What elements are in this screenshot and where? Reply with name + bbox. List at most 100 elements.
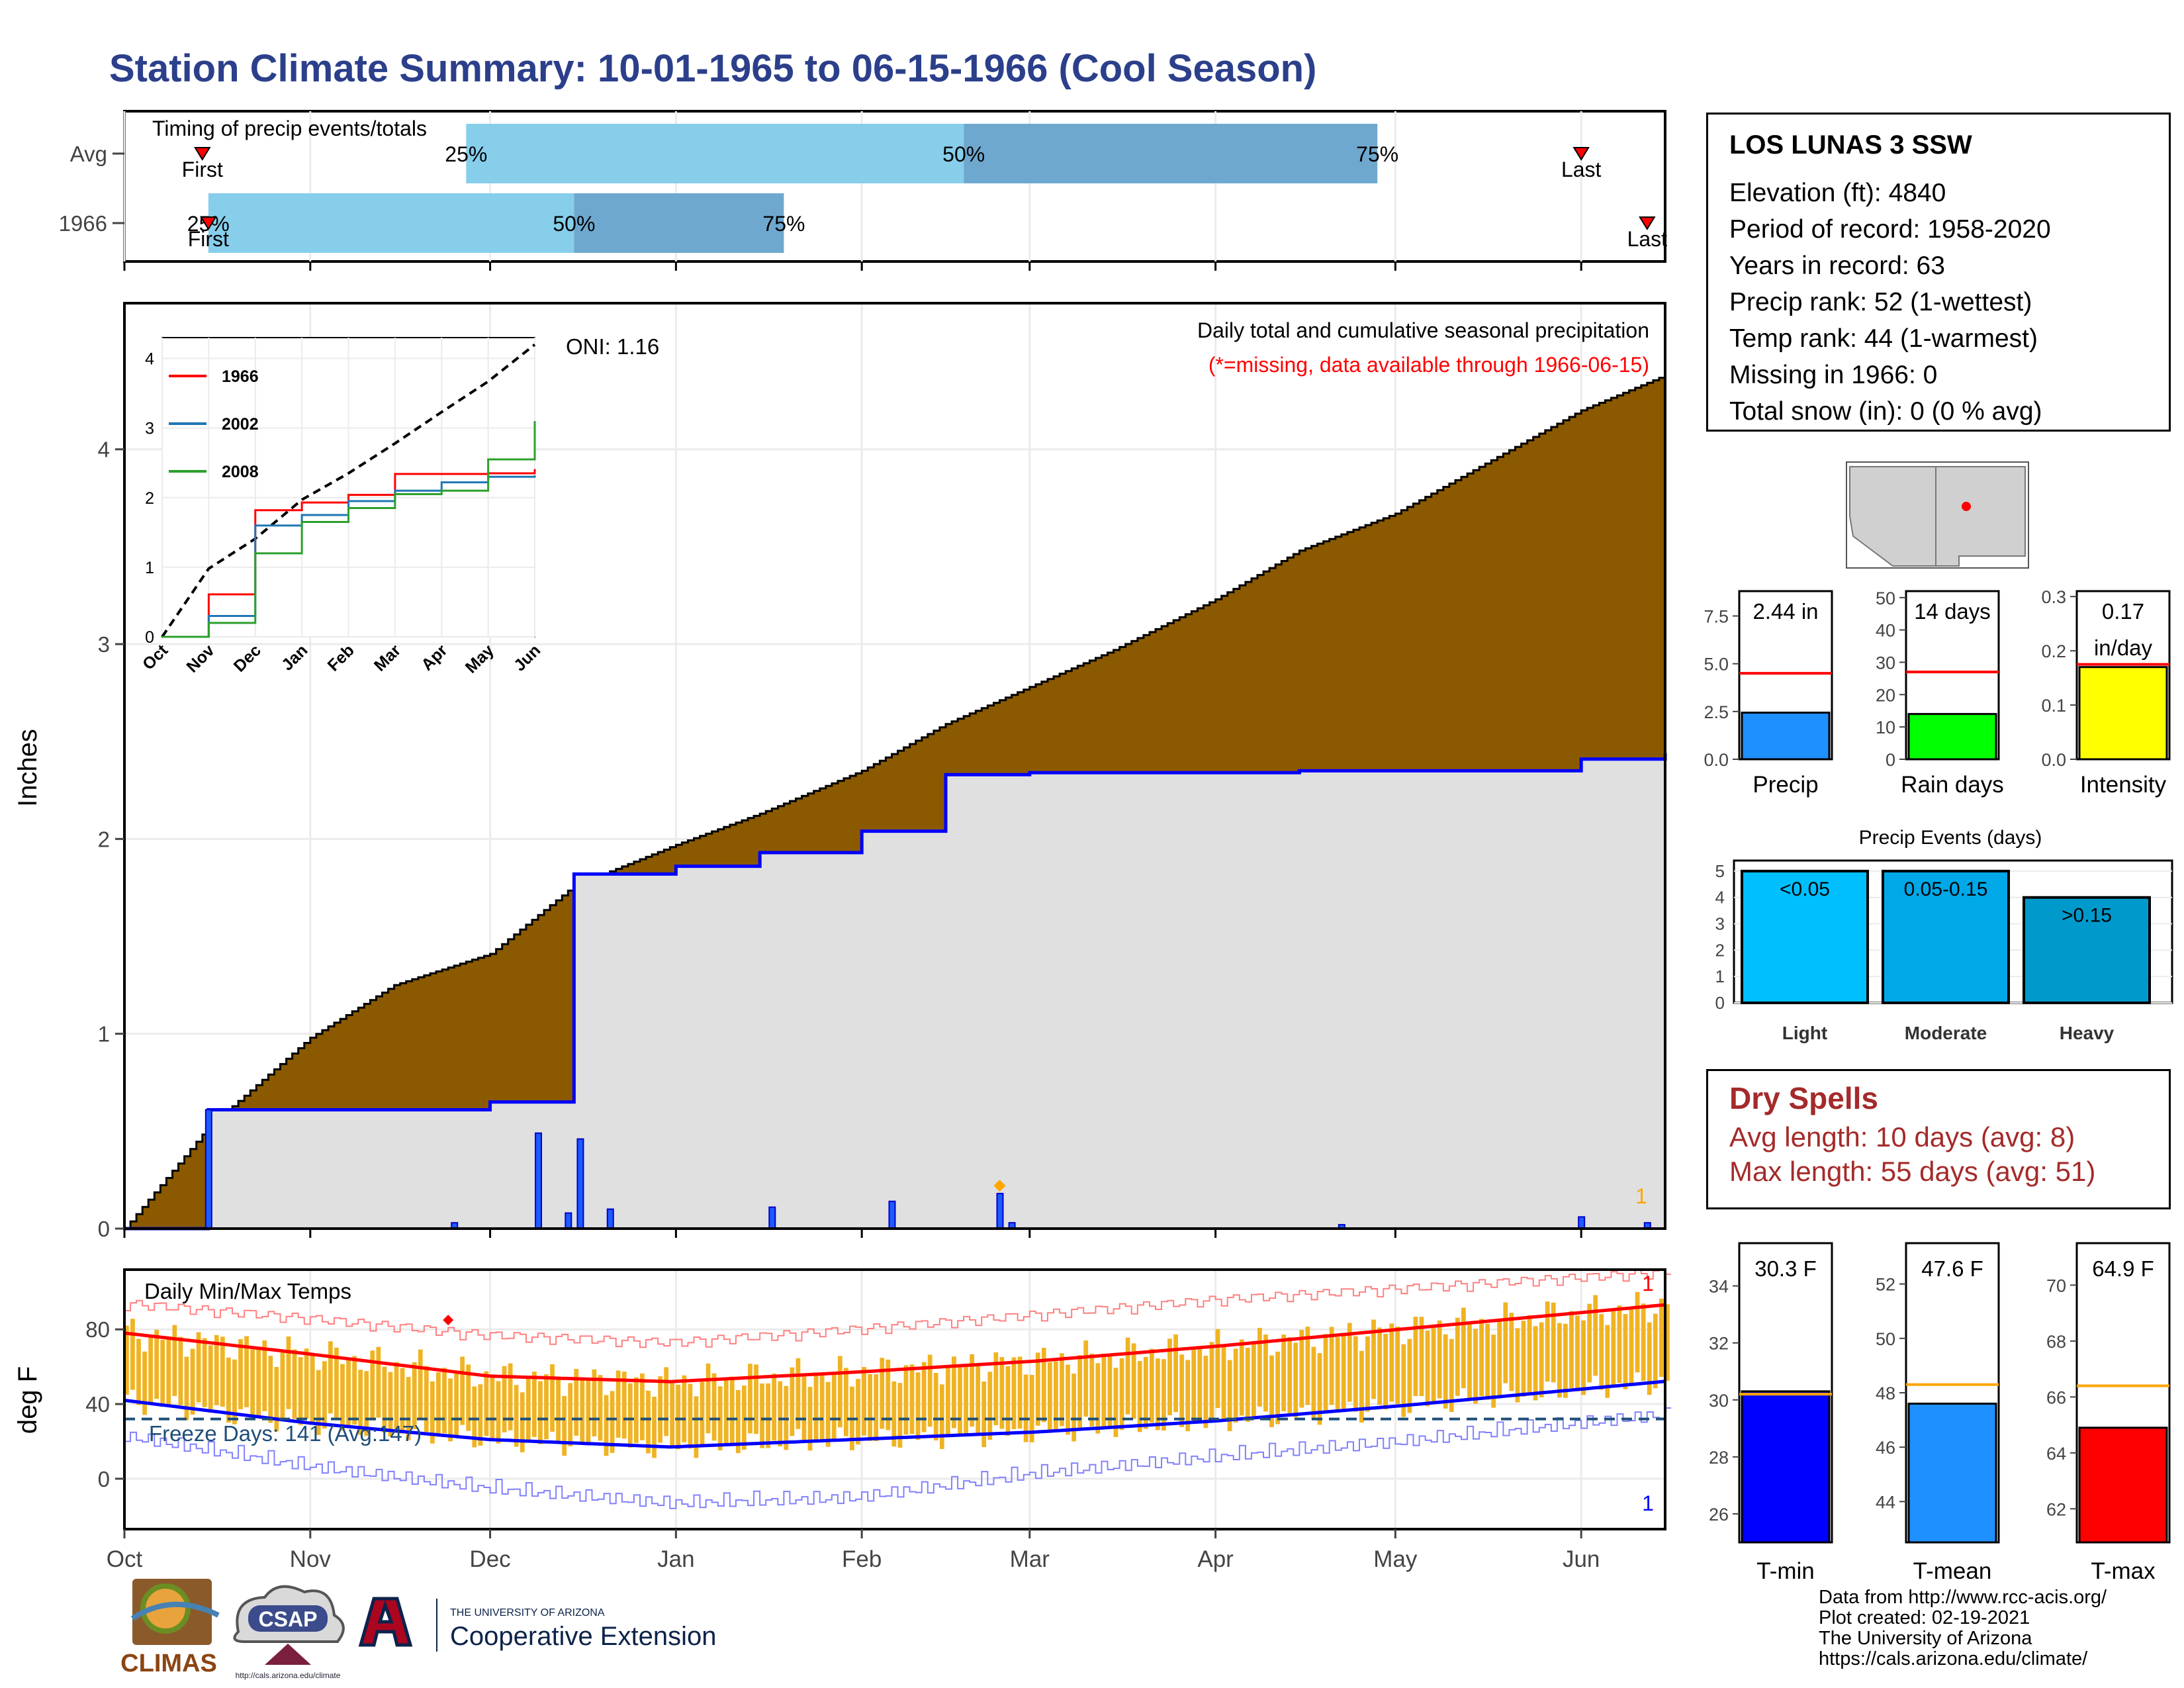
- daily-temp-bar: [1066, 1364, 1070, 1435]
- daily-temp-bar: [130, 1319, 135, 1390]
- daily-temp-bar: [891, 1381, 897, 1447]
- daily-temp-bar: [436, 1372, 441, 1437]
- daily-temp-bar: [1131, 1343, 1136, 1419]
- daily-temp-bar: [670, 1382, 675, 1447]
- month-label: Oct: [107, 1546, 143, 1572]
- temp-count-bottom: 1: [1642, 1491, 1654, 1515]
- daily-temp-bar: [1005, 1366, 1011, 1436]
- events-ytick-label: 3: [1715, 914, 1725, 934]
- mini-bar-Rain days: [1907, 713, 1997, 761]
- inset-legend-label: 2002: [222, 415, 259, 434]
- daily-precip-bar: [768, 1206, 776, 1229]
- daily-temp-bar: [1407, 1338, 1412, 1413]
- daily-temp-bar: [550, 1364, 555, 1432]
- daily-temp-bar: [766, 1383, 771, 1448]
- timing-label: Timing of precip events/totals: [152, 117, 427, 140]
- daily-temp-bar: [586, 1380, 591, 1445]
- daily-temp-bar: [862, 1367, 866, 1436]
- timing-row-label: 1966: [59, 211, 107, 236]
- precip-ytick-label: 1: [98, 1022, 110, 1047]
- events-category-label: Heavy: [2060, 1023, 2115, 1043]
- daily-temp-bar: [472, 1386, 477, 1448]
- daily-temp-bar: [1179, 1354, 1185, 1427]
- last-event-label: Last: [1627, 227, 1668, 251]
- daily-temp-bar: [1599, 1314, 1604, 1390]
- daily-precip-bar: [996, 1193, 1004, 1230]
- timing-bar-25-50: [208, 193, 574, 253]
- daily-temp-bar: [256, 1346, 261, 1416]
- daily-temp-bar: [1551, 1302, 1556, 1383]
- daily-temp-bar: [544, 1374, 549, 1440]
- temp-bar-ytick-label: 66: [2046, 1387, 2066, 1407]
- daily-temp-bar: [238, 1339, 243, 1409]
- events-category-label: Moderate: [1905, 1023, 1987, 1043]
- events-ytick-label: 5: [1715, 861, 1725, 881]
- daily-temp-bar: [921, 1362, 927, 1432]
- daily-temp-bar: [1161, 1359, 1166, 1431]
- daily-temp-bar: [1383, 1333, 1388, 1410]
- mini-bar-ytick-label: 7.5: [1704, 607, 1729, 627]
- daily-temp-bar: [466, 1364, 471, 1431]
- daily-temp-bar: [748, 1364, 752, 1434]
- mini-bar-ytick-label: 30: [1876, 653, 1895, 673]
- daily-temp-bar: [939, 1384, 944, 1449]
- daily-temp-bar: [424, 1366, 429, 1432]
- month-label: Jan: [657, 1546, 694, 1572]
- daily-temp-bar: [970, 1354, 974, 1427]
- daily-temp-bar: [1515, 1328, 1520, 1403]
- events-bar-text: >0.15: [2062, 905, 2112, 927]
- inset-ytick-label: 4: [145, 350, 154, 369]
- daily-temp-bar: [844, 1368, 848, 1436]
- station-info-box: LOS LUNAS 3 SSW Elevation (ft): 4840 Per…: [1706, 113, 2171, 432]
- oni-label: ONI: 1.16: [566, 334, 659, 359]
- ua-big-text: Cooperative Extension: [450, 1622, 716, 1651]
- daily-temp-bar: [801, 1376, 807, 1443]
- daily-temp-bar: [615, 1370, 621, 1438]
- daily-temp-bar: [676, 1384, 681, 1450]
- daily-temp-bar: [1083, 1340, 1089, 1417]
- climas-logo: CLIMAS: [120, 1579, 220, 1677]
- daily-temp-bar: [184, 1356, 189, 1421]
- precip-ylabel: Inches: [13, 729, 42, 807]
- daily-temp-bar: [376, 1346, 381, 1418]
- daily-temp-bar: [1575, 1315, 1580, 1391]
- daily-temp-bar: [538, 1381, 543, 1444]
- temp-bar-ytick-label: 68: [2046, 1332, 2066, 1352]
- daily-temp-bar: [406, 1377, 411, 1440]
- temp-bar-T-max: [2078, 1427, 2168, 1544]
- daily-temp-bar: [358, 1370, 363, 1435]
- daily-temp-bar: [1071, 1374, 1076, 1442]
- daily-temp-bar: [1156, 1358, 1160, 1430]
- daily-temp-bar: [1665, 1304, 1670, 1382]
- daily-temp-bar: [328, 1341, 333, 1414]
- timing-bar-50-75: [964, 124, 1378, 183]
- daily-temp-bar: [478, 1384, 483, 1446]
- events-bar-text: 0.05-0.15: [1904, 878, 1988, 900]
- dry-spells-title: Dry Spells: [1729, 1081, 1878, 1115]
- daily-temp-bar: [136, 1338, 141, 1405]
- inset-ytick-label: 3: [145, 420, 154, 438]
- month-label: Apr: [1197, 1546, 1234, 1572]
- daily-temp-bar: [172, 1325, 177, 1396]
- daily-temp-bar: [1569, 1311, 1574, 1389]
- daily-temp-bar: [1659, 1298, 1664, 1377]
- temp-bar-ytick-label: 30: [1709, 1391, 1729, 1411]
- daily-temp-bar: [1605, 1325, 1610, 1398]
- temp-bar-ytick-label: 62: [2046, 1499, 2066, 1519]
- daily-temp-bar: [1215, 1329, 1220, 1409]
- daily-temp-bar: [711, 1373, 717, 1441]
- temp-bar-label: T-max: [2091, 1558, 2156, 1584]
- inset-ytick-label: 1: [145, 559, 154, 577]
- daily-temp-bar: [520, 1392, 525, 1452]
- events-ytick-label: 2: [1715, 940, 1725, 960]
- elevation-text: Elevation (ft): 4840: [1729, 179, 1946, 207]
- daily-temp-bar: [592, 1369, 597, 1436]
- daily-temp-bar: [154, 1329, 159, 1399]
- daily-temp-bar: [220, 1336, 225, 1407]
- daily-temp-bar: [460, 1356, 465, 1425]
- temp-panel-frame: [123, 1268, 1666, 1530]
- inset-legend-label: 2008: [222, 463, 259, 481]
- daily-precip-bar: [1578, 1216, 1586, 1230]
- daily-temp-bar: [352, 1356, 357, 1425]
- daily-temp-bar: [874, 1374, 879, 1442]
